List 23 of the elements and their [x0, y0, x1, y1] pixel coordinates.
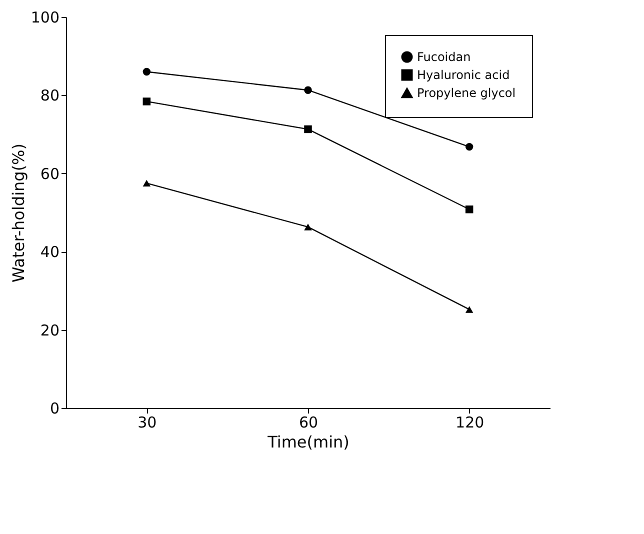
legend-label: Propylene glycol — [417, 86, 516, 100]
y-tick-label: 60 — [40, 164, 60, 183]
y-tick-label: 0 — [50, 400, 60, 418]
y-tick-label: 40 — [40, 243, 60, 262]
y-tick-label: 80 — [40, 86, 60, 105]
point — [304, 224, 312, 230]
point — [142, 180, 151, 187]
legend-label: Hyaluronic acid — [417, 68, 510, 82]
y-tick-label: 20 — [40, 321, 60, 340]
y-tick-label: 100 — [30, 8, 60, 26]
x-tick-label: 120 — [456, 414, 484, 432]
x-axis-title: Time(min) — [266, 432, 350, 452]
point — [465, 206, 474, 214]
x-tick-label: 30 — [138, 414, 157, 432]
point — [304, 125, 312, 134]
legend-label: Fucoidan — [417, 50, 471, 64]
x-tick-label: 60 — [298, 414, 318, 432]
point — [465, 142, 474, 151]
point — [142, 98, 151, 106]
point — [465, 306, 474, 313]
y-axis-title: Water-holding(%) — [8, 143, 28, 283]
point — [142, 68, 151, 76]
point — [304, 86, 312, 94]
